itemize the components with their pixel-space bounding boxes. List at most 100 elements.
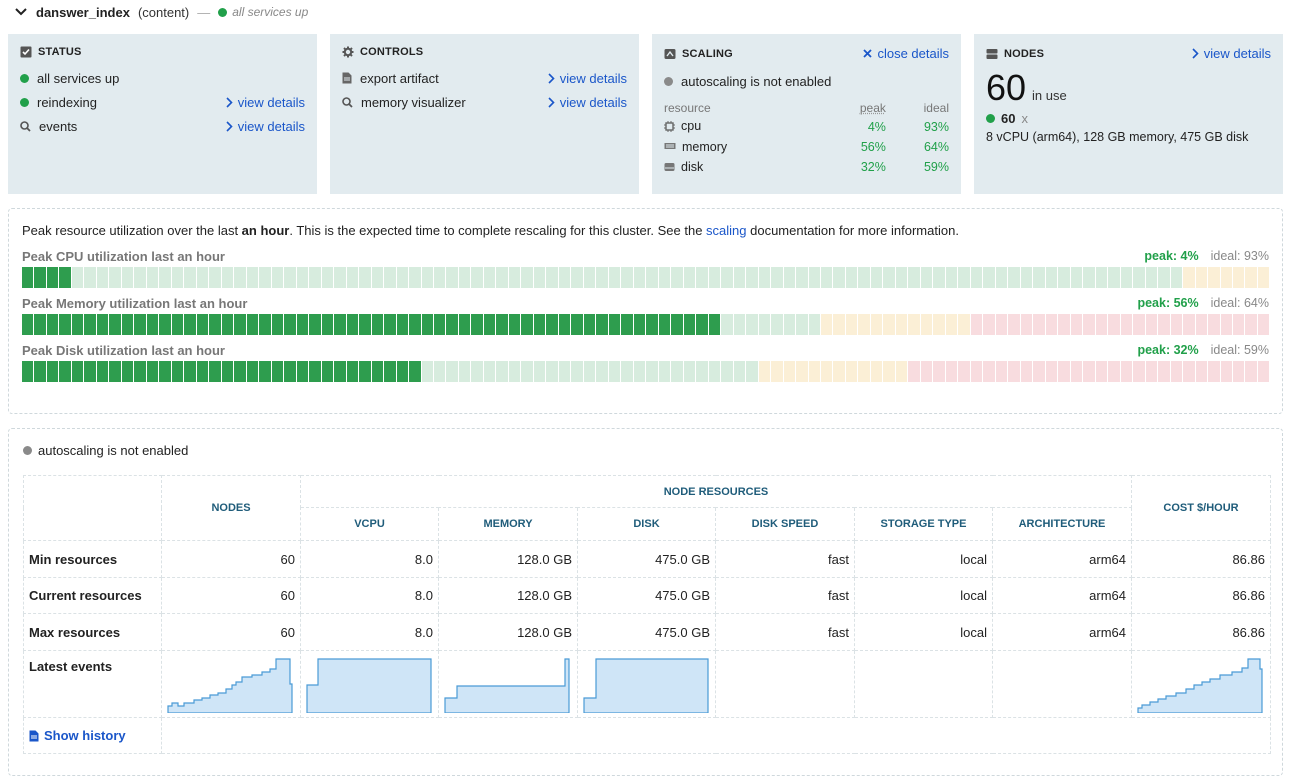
cell-cost: 86.86 bbox=[1131, 613, 1271, 651]
utilization-segment bbox=[296, 361, 309, 382]
show-history-cell: Show history bbox=[23, 717, 162, 754]
status-item-reindexing: reindexing view details bbox=[20, 90, 305, 114]
utilization-segment bbox=[384, 361, 396, 382]
reindexing-view-details-link[interactable]: view details bbox=[226, 95, 305, 110]
utilization-segment bbox=[708, 314, 721, 335]
utilization-segment bbox=[1220, 314, 1232, 335]
table-row: Min resources 60 8.0 128.0 GB 475.0 GB f… bbox=[23, 540, 1271, 578]
utilization-segment bbox=[46, 314, 59, 335]
cell-storage: local bbox=[854, 577, 993, 614]
utilization-segment bbox=[583, 361, 596, 382]
utilization-segment bbox=[259, 314, 271, 335]
utilization-segment bbox=[384, 267, 396, 288]
utilization-segment bbox=[708, 361, 721, 382]
cell-cost: 86.86 bbox=[1131, 540, 1271, 578]
chevron-right-icon bbox=[226, 120, 233, 132]
status-card: STATUS all services up reindexing view d… bbox=[8, 34, 317, 194]
disk-segment-bar bbox=[22, 361, 1270, 382]
utilization-segment bbox=[571, 361, 583, 382]
utilization-segment bbox=[334, 267, 346, 288]
utilization-segment bbox=[446, 361, 458, 382]
cell-arch: arm64 bbox=[992, 613, 1132, 651]
utilization-segment bbox=[870, 361, 883, 382]
node-resources-header: NODE RESOURCES bbox=[300, 475, 1132, 508]
utilization-segment bbox=[1183, 361, 1195, 382]
utilization-segment bbox=[758, 267, 771, 288]
export-view-details-link[interactable]: view details bbox=[548, 71, 627, 86]
memory-visualizer-view-details-link[interactable]: view details bbox=[548, 95, 627, 110]
scale-icon bbox=[664, 48, 676, 60]
utilization-segment bbox=[1070, 267, 1083, 288]
disk-sparkline bbox=[577, 650, 716, 718]
utilization-segment bbox=[458, 314, 471, 335]
utilization-segment bbox=[1083, 361, 1095, 382]
utilization-segment bbox=[521, 267, 533, 288]
scaling-card: SCALING close details autoscaling is not… bbox=[652, 34, 961, 194]
utilization-segment bbox=[433, 361, 446, 382]
chevron-down-icon[interactable] bbox=[14, 5, 28, 19]
utilization-panel: Peak resource utilization over the last … bbox=[8, 208, 1283, 414]
utilization-segment bbox=[1083, 267, 1095, 288]
empty-cell bbox=[854, 650, 993, 718]
utilization-segment bbox=[895, 314, 908, 335]
utilization-segment bbox=[284, 361, 296, 382]
utilization-segment bbox=[1195, 267, 1208, 288]
utilization-segment bbox=[596, 267, 608, 288]
utilization-segment bbox=[920, 314, 933, 335]
utilization-segment bbox=[483, 361, 496, 382]
utilization-segment bbox=[920, 361, 933, 382]
close-details-button[interactable]: close details bbox=[863, 46, 949, 61]
utilization-segment bbox=[646, 361, 658, 382]
status-item-label: all services up bbox=[37, 70, 120, 86]
utilization-segment bbox=[1020, 314, 1033, 335]
utilization-segment bbox=[646, 314, 658, 335]
utilization-segment bbox=[696, 267, 708, 288]
resources-panel: autoscaling is not enabled NODES NODE RE… bbox=[8, 428, 1283, 776]
utilization-segment bbox=[1145, 361, 1158, 382]
utilization-segment bbox=[334, 361, 346, 382]
peak-header: peak bbox=[859, 101, 886, 115]
server-icon bbox=[986, 48, 998, 60]
utilization-segment bbox=[96, 267, 109, 288]
utilization-segment bbox=[321, 314, 334, 335]
utilization-description: Peak resource utilization over the last … bbox=[22, 223, 959, 238]
utilization-segment bbox=[1232, 267, 1245, 288]
utilization-segment bbox=[483, 314, 496, 335]
utilization-segment bbox=[421, 314, 433, 335]
utilization-segment bbox=[671, 361, 683, 382]
storage-type-column-header: STORAGE TYPE bbox=[854, 507, 993, 541]
utilization-segment bbox=[84, 361, 96, 382]
utilization-segment bbox=[1220, 361, 1232, 382]
ideal-value: 93% bbox=[923, 120, 949, 134]
utilization-segment bbox=[696, 314, 708, 335]
utilization-segment bbox=[284, 314, 296, 335]
utilization-segment bbox=[71, 361, 84, 382]
status-item-label: reindexing bbox=[37, 94, 97, 110]
table-row: Max resources 60 8.0 128.0 GB 475.0 GB f… bbox=[23, 613, 1271, 651]
cell-memory: 128.0 GB bbox=[438, 540, 578, 578]
scaling-title-text: SCALING bbox=[682, 47, 733, 60]
utilization-segment bbox=[1195, 361, 1208, 382]
utilization-segment bbox=[1208, 267, 1220, 288]
controls-title-text: CONTROLS bbox=[360, 46, 424, 58]
nodes-view-details-link[interactable]: view details bbox=[1192, 46, 1271, 61]
resources-table: NODES NODE RESOURCES COST $/HOUR VCPU ME… bbox=[23, 475, 1271, 754]
utilization-segment bbox=[1070, 361, 1083, 382]
utilization-segment bbox=[409, 361, 421, 382]
bar-ideal: ideal: 59% bbox=[1210, 343, 1269, 357]
scaling-docs-link[interactable]: scaling bbox=[706, 223, 747, 238]
utilization-segment bbox=[1245, 314, 1257, 335]
utilization-segment bbox=[1120, 361, 1133, 382]
node-group: 60 x bbox=[986, 111, 1271, 126]
utilization-segment bbox=[321, 267, 334, 288]
events-view-details-link[interactable]: view details bbox=[226, 119, 305, 134]
utilization-segment bbox=[209, 361, 221, 382]
show-history-link[interactable]: Show history bbox=[29, 728, 156, 743]
utilization-segment bbox=[359, 361, 371, 382]
utilization-segment bbox=[571, 314, 583, 335]
utilization-segment bbox=[1045, 361, 1058, 382]
utilization-segment bbox=[796, 314, 808, 335]
row-label: Latest events bbox=[23, 650, 162, 718]
utilization-segment bbox=[259, 267, 271, 288]
bar-label: Peak Disk utilization last an hour bbox=[22, 342, 225, 358]
